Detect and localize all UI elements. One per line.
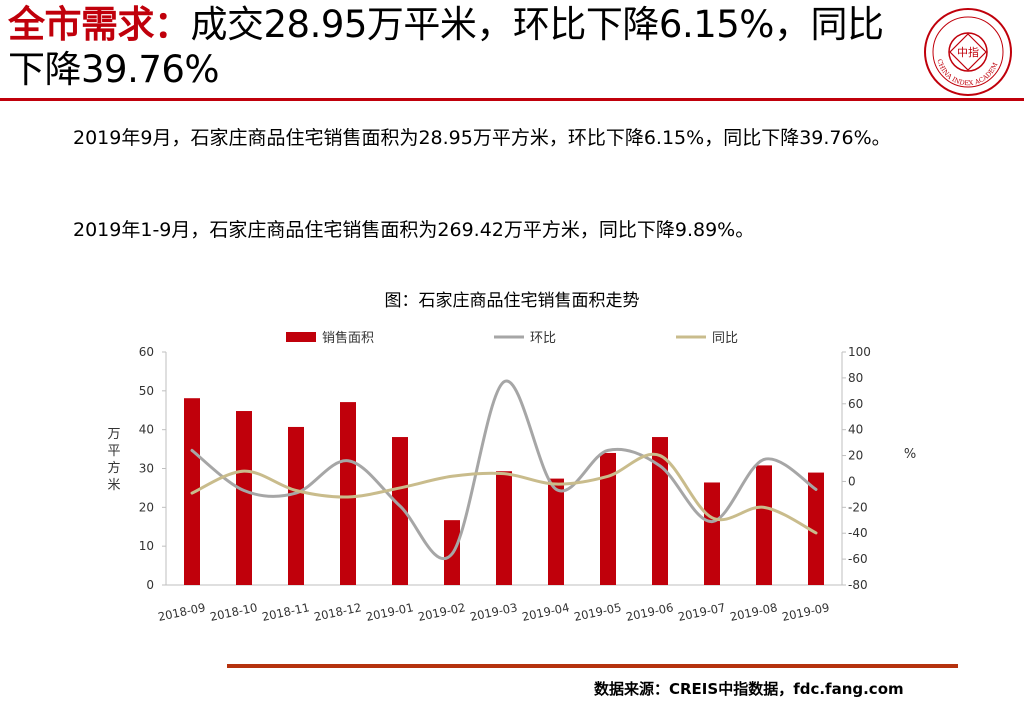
data-source: 数据来源：CREIS中指数据，fdc.fang.com — [594, 680, 904, 698]
bar-sales-area — [652, 437, 668, 585]
sales-area-chart: 0 10 20 30 40 50 60 -80 -60 -40 -20 0 20 40 60 80 100 万平方… — [107, 330, 916, 624]
x-tick-label: 2019-02 — [417, 600, 467, 624]
x-tick-label: 2019-06 — [625, 600, 675, 624]
chart-title: 图：石家庄商品住宅销售面积走势 — [384, 291, 640, 311]
x-tick-label: 2019-08 — [729, 600, 779, 624]
x-tick-label: 2019-03 — [469, 600, 519, 624]
bar-sales-area — [756, 465, 772, 585]
china-index-academy-logo: 中指 CHINA INDEX ACADEMY — [922, 6, 1012, 96]
y2-tick-label: -20 — [848, 500, 868, 514]
bar-sales-area — [392, 437, 408, 585]
title-text: 成交28.95万平米，环比下降6.15%，同比下降39.76% — [8, 3, 884, 91]
y-tick-label: 50 — [139, 384, 154, 398]
y2-tick-label: -60 — [848, 552, 868, 566]
y-axis-label-char: 万 — [107, 427, 120, 442]
x-tick-label: 2019-01 — [365, 600, 415, 624]
y-tick-label: 20 — [139, 500, 154, 514]
bar-sales-area — [600, 452, 616, 585]
y-tick-label: 40 — [139, 423, 154, 437]
bar-sales-area — [704, 482, 720, 585]
bar-sales-area — [340, 402, 356, 585]
bar-sales-area — [496, 471, 512, 585]
x-tick-label: 2018-12 — [313, 600, 363, 624]
y-axis-label-char: 米 — [107, 478, 120, 493]
y2-tick-label: 100 — [848, 345, 871, 359]
summary-paragraph-monthly: 2019年9月，石家庄商品住宅销售面积为28.95万平方米，环比下降6.15%，… — [73, 127, 891, 149]
legend-swatch-sales-area — [286, 332, 316, 342]
x-tick-label: 2019-09 — [781, 600, 831, 624]
x-tick-label: 2019-05 — [573, 600, 623, 624]
bar-sales-area — [288, 426, 304, 585]
y2-tick-label: 60 — [848, 397, 863, 411]
title-keyword: 全市需求： — [8, 3, 191, 46]
y-tick-label: 10 — [139, 539, 154, 553]
y2-tick-label: 80 — [848, 371, 863, 385]
line-yoy — [190, 452, 818, 535]
y2-axis-label: % — [904, 447, 916, 462]
bar-sales-area — [236, 411, 252, 585]
x-tick-label: 2019-04 — [521, 600, 571, 624]
y2-tick-label: 0 — [848, 474, 856, 488]
page-title: 全市需求：成交28.95万平米，环比下降6.15%，同比下降39.76% — [8, 2, 898, 92]
y-axis-label-char: 平 — [107, 444, 120, 459]
footer-rule — [227, 664, 958, 668]
y2-tick-label: -40 — [848, 526, 868, 540]
y2-tick-label: 20 — [848, 449, 863, 463]
x-tick-label: 2018-11 — [261, 600, 311, 624]
svg-text:中指: 中指 — [957, 45, 979, 59]
y-tick-label: 0 — [146, 578, 154, 592]
y-tick-label: 60 — [139, 345, 154, 359]
y-axis-label-char: 方 — [107, 460, 120, 476]
legend-label: 环比 — [530, 331, 556, 346]
legend-label: 同比 — [712, 331, 738, 346]
x-tick-label: 2018-10 — [209, 600, 259, 624]
line-mom — [190, 379, 818, 561]
y2-tick-label: 40 — [848, 423, 863, 437]
y2-tick-label: -80 — [848, 578, 868, 592]
legend-label: 销售面积 — [322, 330, 374, 346]
summary-paragraph-ytd: 2019年1-9月，石家庄商品住宅销售面积为269.42万平方米，同比下降9.8… — [73, 219, 755, 241]
title-underline — [0, 98, 1024, 101]
bar-sales-area — [548, 478, 564, 585]
x-tick-label: 2019-07 — [677, 600, 727, 624]
x-tick-label: 2018-09 — [157, 600, 207, 624]
y-tick-label: 30 — [139, 462, 154, 476]
bar-sales-area — [808, 472, 824, 585]
